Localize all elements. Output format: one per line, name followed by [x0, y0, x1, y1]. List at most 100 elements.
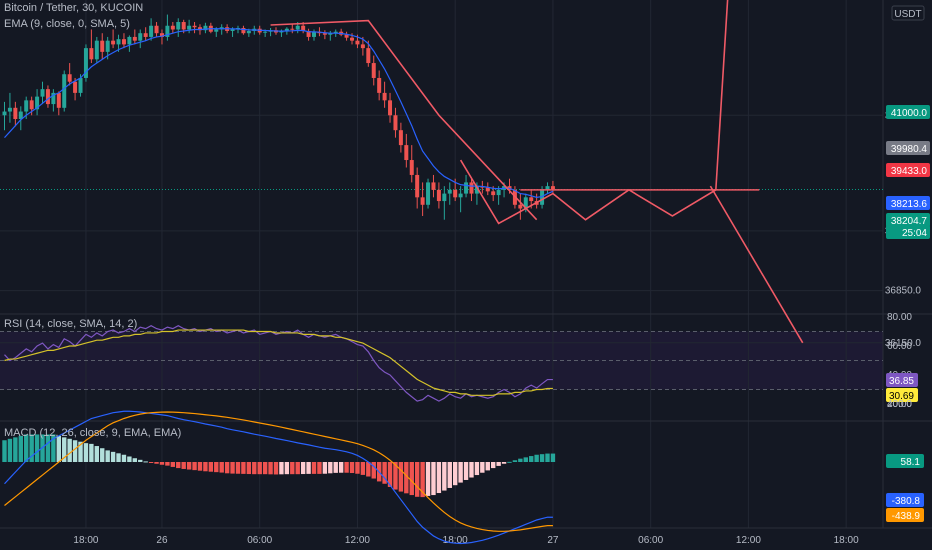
macd-histogram-bar — [545, 453, 550, 462]
candle-body — [540, 189, 545, 205]
macd-histogram-bar — [2, 440, 7, 462]
macd-histogram-bar — [501, 462, 507, 464]
candle-body — [7, 107, 12, 112]
macd-histogram-bar — [550, 453, 556, 462]
candle-body — [187, 25, 192, 30]
price-tag-label: 39433.0 — [891, 166, 928, 177]
macd-histogram-bar — [62, 437, 67, 462]
candle-body — [181, 22, 186, 30]
candle-body — [344, 34, 349, 38]
macd-histogram-bar — [127, 456, 132, 462]
macd-histogram-bar — [214, 462, 219, 473]
macd-histogram-bar — [496, 462, 501, 466]
macd-histogram-bar — [290, 462, 295, 475]
candle-body — [312, 31, 317, 37]
candle-body — [431, 182, 436, 190]
macd-histogram-bar — [452, 462, 458, 486]
rsi-axis-label: 60.00 — [887, 341, 912, 352]
macd-histogram-bar — [192, 462, 197, 471]
candle-body — [464, 182, 469, 194]
candle-body — [355, 40, 360, 45]
symbol-title[interactable]: Bitcoin / Tether, 30, KUCOIN — [4, 2, 144, 14]
price-tag-label: 38213.6 — [891, 199, 928, 210]
macd-legend[interactable]: MACD (12, 26, close, 9, EMA, EMA) — [4, 427, 182, 439]
macd-histogram-bar — [425, 462, 431, 496]
ema-line — [4, 28, 554, 198]
macd-histogram-bar — [338, 462, 344, 473]
rsi-legend[interactable]: RSI (14, close, SMA, 14, 2) — [4, 318, 138, 330]
macd-histogram-bar — [431, 462, 436, 496]
macd-histogram-bar — [18, 435, 23, 462]
macd-tag-label: 58.1 — [901, 457, 921, 468]
candle-body — [491, 191, 496, 196]
rsi-ma-line — [4, 329, 553, 396]
x-tick-label: 26 — [156, 535, 168, 546]
macd-histogram-bar — [197, 462, 203, 471]
ema-legend[interactable]: EMA (9, close, 0, SMA, 5) — [4, 18, 130, 30]
macd-histogram-bar — [181, 462, 186, 469]
candle-body — [165, 25, 170, 37]
price-tag — [886, 196, 930, 210]
price-axis-label: 36150.0 — [885, 338, 922, 349]
macd-histogram-bar — [295, 462, 300, 475]
x-tick-label: 18:00 — [834, 535, 859, 546]
macd-histogram-bar — [83, 443, 89, 462]
macd-histogram-bar — [7, 438, 13, 462]
candle-body — [545, 186, 550, 190]
candle-body — [442, 193, 447, 202]
candle-body — [40, 89, 45, 97]
rsi-line — [4, 325, 553, 402]
macd-tag — [886, 454, 924, 468]
candle-body — [132, 36, 137, 41]
macd-histogram-bar — [463, 462, 469, 480]
rsi-axis-label: 80.00 — [887, 312, 912, 323]
candle-body — [51, 92, 56, 105]
rsi-tag-label: 30.69 — [889, 391, 914, 402]
x-tick-label: 12:00 — [736, 535, 761, 546]
candle-body — [398, 130, 403, 146]
candle-body — [301, 25, 306, 31]
macd-histogram-bar — [442, 462, 447, 491]
macd-tag — [886, 493, 924, 507]
macd-histogram-bar — [186, 462, 192, 470]
macd-histogram-bar — [56, 435, 61, 462]
macd-histogram-bar — [208, 462, 214, 472]
macd-histogram-bar — [387, 462, 393, 487]
x-tick-label: 06:00 — [638, 535, 663, 546]
candle-body — [143, 33, 148, 37]
macd-histogram-bar — [507, 461, 512, 463]
rsi-tag-label: 36.85 — [889, 376, 914, 387]
candle-body — [241, 27, 246, 34]
macd-histogram-bar — [480, 462, 485, 473]
x-tick-label: 18:00 — [443, 535, 468, 546]
candle-body — [73, 81, 78, 93]
price-axis-label: 36850.0 — [885, 286, 922, 297]
candle-body — [420, 197, 425, 205]
candle-body — [197, 27, 202, 31]
price-tag-label: 39980.4 — [891, 144, 928, 155]
macd-histogram-bar — [257, 462, 262, 475]
macd-histogram-bar — [447, 462, 452, 488]
macd-histogram-bar — [45, 434, 51, 462]
macd-histogram-bar — [273, 462, 279, 475]
candle-body — [149, 25, 154, 37]
macd-histogram-bar — [203, 462, 208, 472]
candle-body — [284, 28, 289, 31]
macd-histogram-bar — [518, 458, 523, 462]
macd-histogram-bar — [252, 462, 257, 475]
candle-body — [447, 189, 452, 194]
macd-histogram-bar — [165, 462, 170, 466]
macd-histogram-bar — [132, 458, 138, 462]
candle-body — [214, 29, 219, 32]
candle-body — [469, 182, 474, 194]
candle-body — [523, 197, 528, 209]
macd-histogram-bar — [138, 459, 143, 462]
candle-body — [246, 30, 251, 34]
macd-tag-label: -438.9 — [892, 511, 921, 522]
rsi-tag — [886, 373, 918, 387]
price-tag-label: 25:04 — [902, 228, 927, 239]
macd-histogram-bar — [143, 461, 148, 463]
candle-body — [121, 39, 126, 45]
